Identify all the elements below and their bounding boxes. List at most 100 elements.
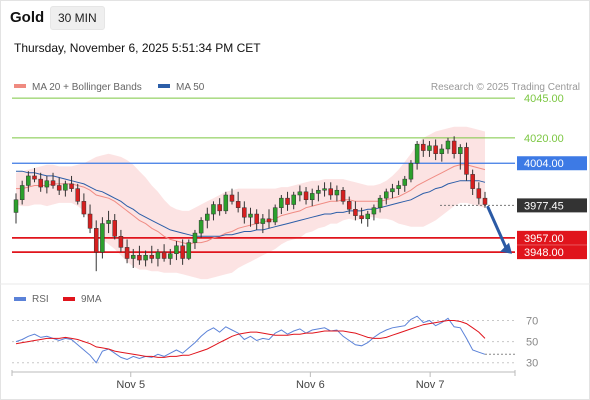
candle-body: [106, 220, 111, 224]
price-tag-4004.00: 4004.00: [524, 158, 564, 170]
timeframe-badge[interactable]: 30 MIN: [50, 6, 105, 30]
candle: [451, 136, 457, 159]
candle: [328, 182, 333, 200]
candle-body: [427, 145, 432, 151]
candle-body: [56, 185, 62, 191]
candle-body: [50, 180, 56, 186]
candle-body: [217, 204, 222, 212]
candle: [161, 244, 167, 262]
candle: [353, 201, 358, 221]
candle: [168, 248, 173, 265]
candle-body: [414, 143, 420, 164]
candle: [316, 185, 321, 202]
candle: [421, 139, 426, 157]
candle-body: [149, 255, 155, 259]
candle: [155, 248, 161, 267]
candle-body: [353, 209, 358, 216]
candle: [371, 204, 377, 221]
candle-body: [445, 140, 451, 150]
candle: [211, 201, 216, 221]
candle-body: [439, 148, 445, 154]
candle: [377, 194, 383, 213]
candle-body: [433, 145, 438, 154]
candle: [131, 248, 136, 268]
price-tag-3948.00-bg: [517, 245, 587, 260]
candle: [149, 245, 155, 264]
candle: [32, 168, 37, 183]
candle: [186, 239, 192, 261]
candle: [439, 144, 445, 162]
timestamp: Thursday, November 6, 2025 5:51:34 PM CE…: [14, 41, 261, 55]
price-tag-4004.00-bg: [517, 156, 587, 171]
price-tag-3977.45: 3977.45: [524, 200, 564, 212]
candle-body: [242, 207, 247, 218]
candle: [87, 204, 93, 234]
candle: [433, 139, 438, 161]
candle-body: [87, 213, 93, 229]
candle: [303, 187, 309, 205]
candle-body: [112, 220, 117, 237]
candle-body: [186, 242, 192, 259]
candle-body: [316, 189, 321, 194]
candle: [124, 239, 130, 264]
candle-body: [63, 183, 68, 191]
candle: [217, 198, 222, 216]
candle: [458, 144, 463, 170]
candle: [13, 193, 19, 224]
candle: [470, 169, 475, 195]
price-tag-4020.00: 4020.00: [524, 133, 564, 145]
candle-body: [205, 213, 210, 221]
rsi-tick-30: 30: [526, 358, 538, 370]
candle: [254, 209, 259, 230]
candle-body: [377, 197, 383, 208]
candle: [365, 210, 370, 227]
candle: [272, 204, 278, 226]
x-label-Nov-7: Nov 7: [416, 379, 445, 391]
candle-body: [371, 207, 377, 215]
candle-body: [44, 180, 50, 188]
legend-label-ma50: MA 50: [176, 82, 205, 93]
candle: [482, 191, 488, 208]
candle: [414, 141, 420, 170]
candle: [56, 177, 62, 195]
candle-body: [390, 188, 395, 193]
price-tag-3957.00-bg: [517, 230, 587, 245]
candle-body: [285, 197, 290, 205]
candle-body: [464, 147, 469, 175]
candle: [346, 196, 352, 215]
candle: [359, 207, 364, 224]
candle-body: [470, 174, 475, 189]
candle: [334, 185, 340, 202]
bollinger-band: [16, 126, 485, 280]
candle-body: [198, 220, 204, 234]
forecast-arrow-shaft: [486, 205, 508, 250]
candle-body: [38, 178, 43, 188]
candle: [198, 217, 204, 238]
x-label-Nov-6: Nov 6: [296, 379, 325, 391]
x-label-Nov-5: Nov 5: [116, 379, 145, 391]
candle-body: [303, 191, 309, 201]
candle-body: [272, 207, 278, 223]
candle-body: [32, 175, 37, 180]
candle: [445, 137, 451, 154]
candle-body: [328, 188, 333, 196]
rsi-tick-50: 50: [526, 337, 538, 349]
candle-body: [482, 197, 488, 205]
candle: [279, 194, 284, 215]
forecast-arrow-head: [500, 242, 512, 254]
candle: [322, 182, 327, 197]
candle-body: [223, 194, 229, 212]
candle: [291, 191, 296, 210]
price-tag-4045.00: 4045.00: [524, 93, 564, 105]
legend-label-9ma: 9MA: [81, 294, 102, 305]
candle-body: [161, 251, 167, 259]
candle: [174, 241, 179, 261]
candle: [235, 191, 241, 213]
candle-body: [260, 218, 266, 224]
candle: [205, 207, 210, 229]
candle: [93, 220, 99, 272]
candle-body: [118, 236, 124, 248]
candle: [340, 187, 346, 205]
candle: [137, 245, 142, 265]
